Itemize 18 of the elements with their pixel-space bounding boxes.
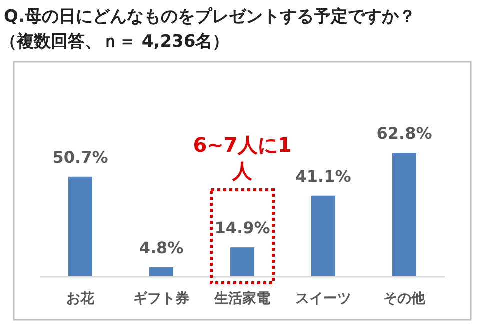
- chart-subtitle: （複数回答、ｎ＝ 4,236名）: [0, 32, 230, 52]
- x-tick-label: その他: [384, 291, 426, 307]
- chart-title: Q.母の日にどんなものをプレゼントする予定ですか？: [4, 7, 416, 27]
- bar: [150, 268, 174, 277]
- bar: [68, 176, 92, 277]
- data-label: 41.1%: [296, 166, 352, 186]
- x-tick-label: お花: [66, 291, 96, 307]
- annotation: 6~7人に1人: [192, 132, 292, 184]
- x-tick-label: スイーツ: [296, 291, 352, 307]
- data-label: 14.9%: [214, 218, 270, 238]
- data-label: 4.8%: [139, 238, 184, 258]
- data-label: 62.8%: [376, 124, 432, 143]
- bar: [312, 196, 336, 277]
- bar: [392, 153, 416, 277]
- x-tick-label: 生活家電: [214, 290, 270, 307]
- bar: [230, 248, 254, 277]
- x-tick-label: ギフト券: [134, 291, 190, 307]
- data-label: 50.7%: [52, 148, 108, 167]
